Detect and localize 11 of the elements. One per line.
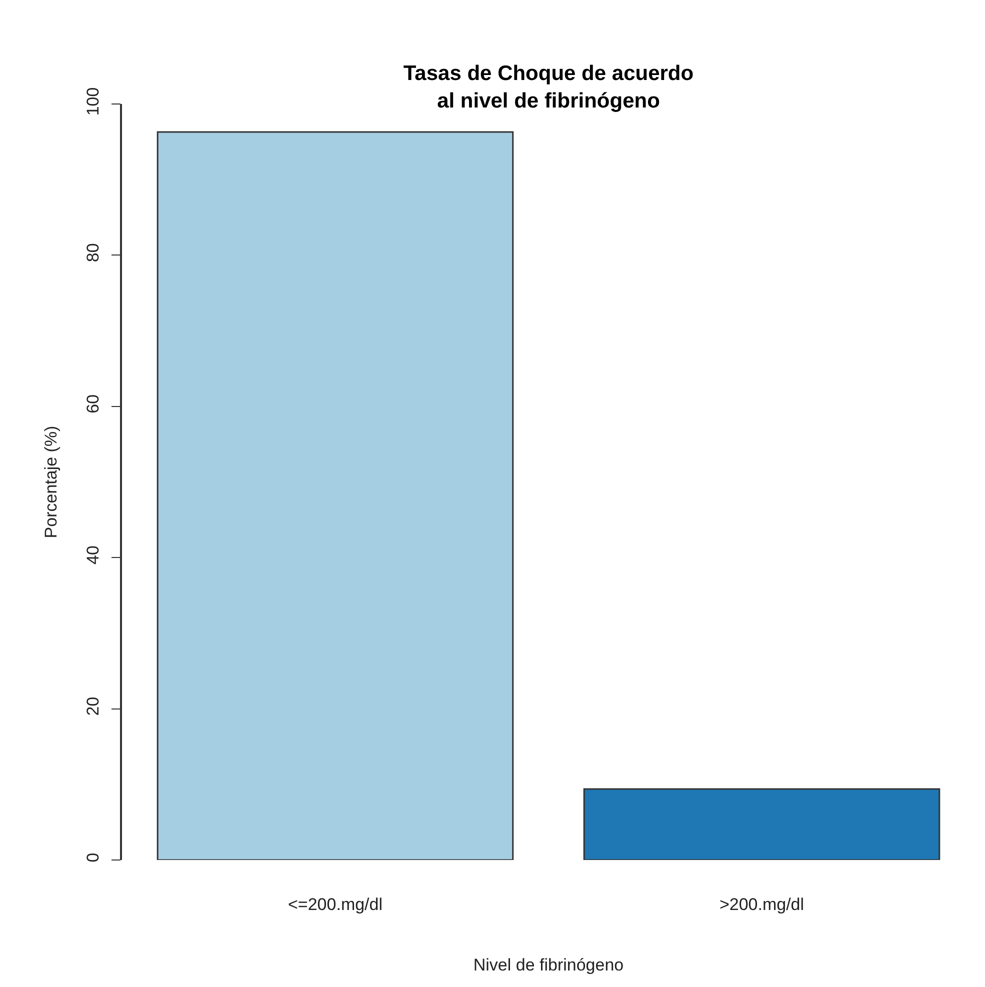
- y-tick-label: 0: [83, 852, 102, 862]
- x-tick-label: >200.mg/dl: [719, 895, 804, 914]
- y-tick-label: 20: [83, 696, 102, 716]
- y-tick-label: 60: [83, 394, 102, 414]
- chart-title: Tasas de Choque de acuerdo al nivel de fibrinógeno: [403, 62, 694, 112]
- y-axis-title: Porcentaje (%): [42, 426, 60, 538]
- x-axis-title: Nivel de fibrinógeno: [473, 955, 624, 974]
- y-tick-label: 100: [83, 87, 102, 116]
- y-tick-label: 40: [83, 546, 102, 565]
- x-tick-label: <=200.mg/dl: [288, 895, 383, 914]
- y-tick-label: 80: [83, 243, 102, 262]
